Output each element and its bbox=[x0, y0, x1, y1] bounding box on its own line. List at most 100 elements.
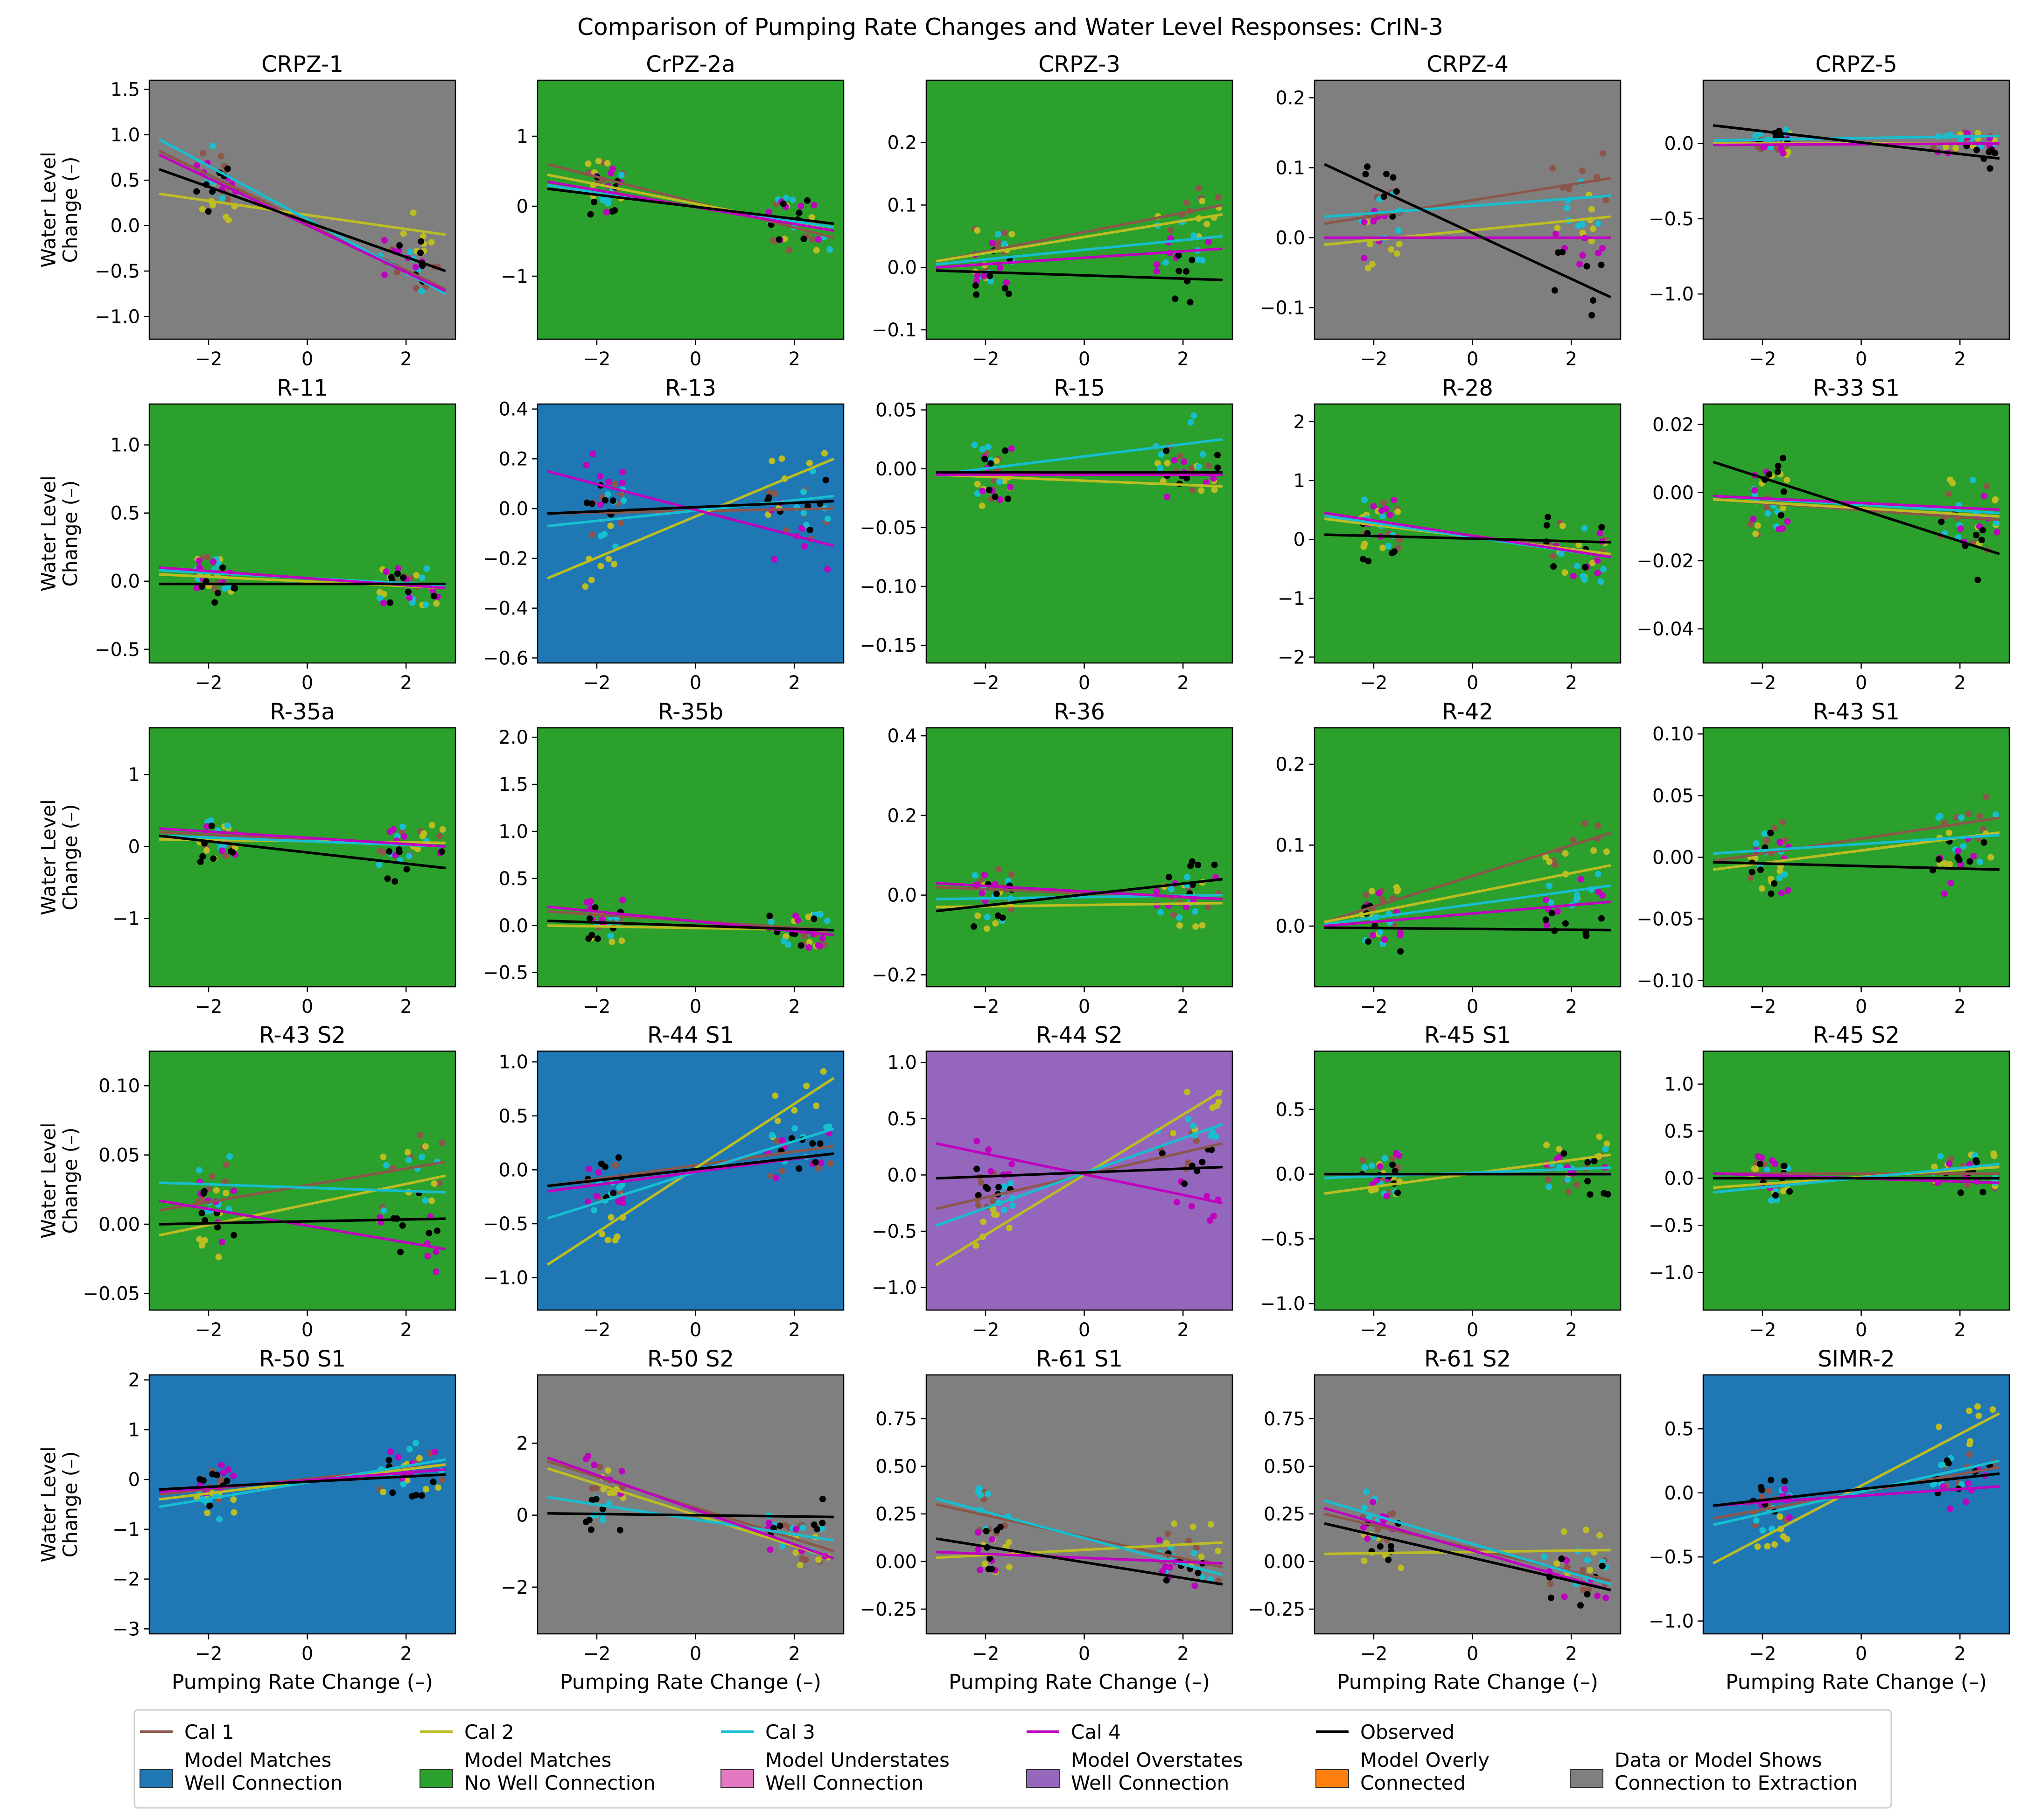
plot-background bbox=[149, 404, 455, 663]
data-point bbox=[1541, 1553, 1548, 1560]
data-point bbox=[395, 247, 402, 254]
y-tick-label: −1.0 bbox=[1649, 1611, 1694, 1632]
data-point bbox=[818, 1525, 825, 1532]
data-point bbox=[1209, 1104, 1216, 1111]
data-point bbox=[1598, 261, 1605, 268]
data-point bbox=[1166, 874, 1173, 881]
fit-line-cal-4 bbox=[547, 1456, 834, 1560]
y-tick-label: 0.5 bbox=[110, 503, 140, 524]
data-point bbox=[1169, 1130, 1176, 1137]
data-point bbox=[422, 1143, 429, 1150]
data-point bbox=[765, 1520, 772, 1527]
plot-area bbox=[1712, 1403, 2000, 1565]
data-point bbox=[1190, 412, 1197, 419]
data-point bbox=[799, 1524, 806, 1531]
y-tick-label: 1 bbox=[128, 764, 140, 786]
data-point bbox=[1368, 1187, 1375, 1194]
data-point bbox=[215, 1254, 222, 1261]
data-point bbox=[1974, 130, 1981, 137]
y-tick-label: 1.0 bbox=[498, 821, 528, 843]
data-point bbox=[1758, 1486, 1765, 1493]
data-point bbox=[1599, 244, 1606, 251]
y-tick-label: −1 bbox=[1278, 588, 1305, 609]
data-point bbox=[1369, 888, 1376, 895]
data-point bbox=[1781, 1162, 1788, 1169]
data-point bbox=[222, 852, 229, 859]
data-point bbox=[806, 526, 813, 533]
fit-line-observed bbox=[547, 187, 834, 225]
data-point bbox=[973, 291, 980, 298]
fit-line-cal-4 bbox=[936, 1550, 1223, 1565]
data-point bbox=[1964, 130, 1971, 137]
plot-area bbox=[159, 817, 446, 885]
legend-patch-label: Model Overstates bbox=[1071, 1749, 1243, 1771]
data-point bbox=[1385, 543, 1392, 550]
data-point bbox=[1953, 814, 1960, 821]
data-point bbox=[607, 933, 614, 940]
subplot-r-45-s2: −2 0 2 −1.0 −0.5 0.0 0.5 1.0 R-45 S2 bbox=[1649, 1022, 2010, 1341]
y-axis-label: Water LevelChange (–) bbox=[37, 1123, 82, 1238]
data-point bbox=[1776, 868, 1783, 875]
data-point bbox=[815, 942, 822, 949]
subplot-r-28: −2 0 2 −2 −1 0 1 2 R-28 bbox=[1278, 375, 1622, 694]
fit-line-observed bbox=[159, 168, 446, 272]
y-tick-label: 0.0 bbox=[110, 571, 140, 593]
data-point bbox=[1965, 1480, 1972, 1487]
data-point bbox=[383, 1162, 390, 1169]
data-point bbox=[774, 1138, 781, 1145]
data-point bbox=[1543, 1142, 1550, 1149]
data-point bbox=[381, 272, 388, 279]
subplot-title: R-45 S1 bbox=[1424, 1022, 1511, 1048]
data-point bbox=[413, 1440, 420, 1447]
fit-line-cal-4 bbox=[1713, 1485, 2000, 1507]
subplot-r-36: −2 0 2 −0.2 0.0 0.2 0.4 R-36 bbox=[872, 699, 1233, 1018]
data-point bbox=[805, 944, 812, 951]
data-point bbox=[1192, 908, 1199, 915]
data-point bbox=[815, 1556, 822, 1563]
data-point bbox=[1581, 525, 1588, 532]
fit-line-cal-1 bbox=[936, 203, 1223, 263]
data-point bbox=[792, 1526, 799, 1533]
data-point bbox=[376, 589, 383, 596]
y-axis-label: Water LevelChange (–) bbox=[37, 475, 82, 591]
data-point bbox=[420, 233, 427, 240]
legend-patch-gray bbox=[1570, 1769, 1603, 1788]
fit-line-cal-4 bbox=[1324, 511, 1611, 558]
fit-line-cal-3 bbox=[1324, 194, 1611, 218]
data-point bbox=[1361, 540, 1368, 547]
data-point bbox=[791, 1125, 798, 1132]
data-point bbox=[200, 150, 207, 157]
plot-background bbox=[1315, 80, 1621, 339]
data-point bbox=[1210, 1213, 1217, 1220]
data-point bbox=[1579, 230, 1586, 237]
plot-area bbox=[547, 158, 834, 254]
data-point bbox=[1391, 548, 1398, 555]
subplot-title: CRPZ-3 bbox=[1038, 51, 1120, 77]
data-point bbox=[585, 1452, 592, 1459]
y-tick-label: −0.5 bbox=[95, 639, 140, 661]
subplot-r-43-s1: −2 0 2 −0.10 −0.05 0.00 0.05 0.10 R-43 S1 bbox=[1636, 699, 2010, 1018]
fit-line-cal-3 bbox=[1713, 834, 2000, 855]
data-point bbox=[193, 188, 200, 195]
y-tick-label: 0.2 bbox=[887, 132, 917, 154]
x-tick-label: 0 bbox=[1078, 1319, 1090, 1341]
subplot-r-42: −2 0 2 0.0 0.1 0.2 R-42 bbox=[1275, 699, 1622, 1018]
legend-patch-label: Connection to Extraction bbox=[1615, 1771, 1858, 1794]
data-point bbox=[199, 853, 206, 860]
fit-line-observed bbox=[1713, 861, 2000, 871]
y-tick-label: −0.10 bbox=[1636, 970, 1694, 992]
data-point bbox=[1001, 240, 1008, 247]
plot-area bbox=[1713, 124, 2000, 172]
axes-frame bbox=[1314, 1374, 1622, 1635]
x-tick-label: −2 bbox=[1748, 672, 1776, 694]
fit-line-cal-4 bbox=[159, 827, 446, 848]
data-point bbox=[430, 587, 437, 594]
data-point bbox=[1164, 1530, 1171, 1537]
data-point bbox=[439, 826, 446, 833]
data-point bbox=[1596, 1133, 1603, 1140]
data-point bbox=[986, 272, 993, 279]
data-point bbox=[1397, 932, 1404, 939]
x-tick-label: −2 bbox=[972, 349, 999, 370]
data-point bbox=[1594, 557, 1601, 564]
data-point bbox=[824, 516, 831, 523]
